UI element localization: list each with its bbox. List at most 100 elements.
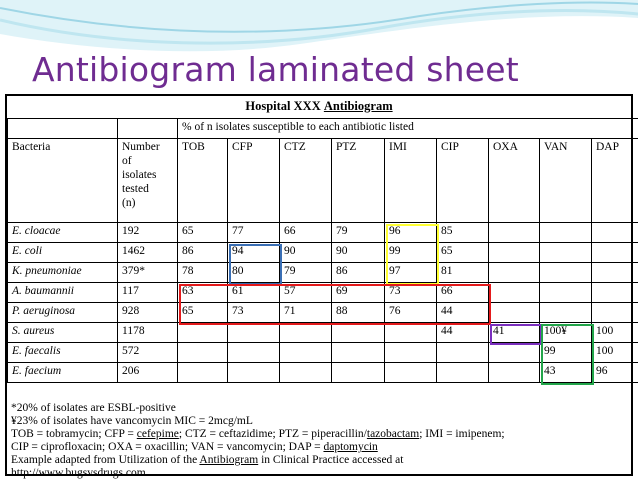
col-header-ptz: PTZ: [332, 139, 385, 223]
header-row-columns: Bacteria Number of isolates tested (n) T…: [8, 139, 638, 223]
susceptibility-cell: 81: [437, 263, 489, 283]
antibiogram-sheet: Hospital XXX Antibiogram % of n isolates…: [5, 94, 633, 476]
susceptibility-cell: 99: [540, 343, 592, 363]
col-header-bacteria: Bacteria: [8, 139, 118, 223]
susceptibility-cell: 79: [280, 263, 332, 283]
col-header-oxa: OXA: [489, 139, 540, 223]
susceptibility-cell: 80: [228, 263, 280, 283]
susceptibility-cell: [437, 343, 489, 363]
note-text: ; IMI = imipenem;: [419, 428, 504, 440]
susceptibility-cell: 66: [280, 223, 332, 243]
susceptibility-cell: [178, 363, 228, 383]
susceptibility-cell: [332, 343, 385, 363]
susceptibility-cell: [385, 343, 437, 363]
susceptibility-cell: [228, 363, 280, 383]
susceptibility-cell: 69: [332, 283, 385, 303]
susceptibility-cell: [437, 363, 489, 383]
susceptibility-cell: [280, 363, 332, 383]
susceptibility-cell: 99: [385, 243, 437, 263]
col-header-number-line: tested: [122, 182, 173, 196]
note-text: ; CTZ = ceftazidime; PTZ = piperacillin/: [179, 428, 367, 440]
bacteria-name-cell: E. coli: [8, 243, 118, 263]
susceptibility-cell: [228, 343, 280, 363]
footnotes: *20% of isolates are ESBL-positive ¥23% …: [11, 402, 505, 480]
note-text: in Clinical Practice accessed at: [258, 454, 403, 466]
susceptibility-cell: [280, 323, 332, 343]
header-blank-cell: [8, 119, 118, 139]
susceptibility-cell: 96: [385, 223, 437, 243]
susceptibility-cell: 94: [228, 243, 280, 263]
susceptibility-cell: [592, 283, 638, 303]
slide-title: Antibiogram laminated sheet: [32, 50, 519, 90]
bacteria-name-cell: S. aureus: [8, 323, 118, 343]
susceptibility-cell: [280, 343, 332, 363]
footnote-source: Example adapted from Utilization of the …: [11, 454, 505, 467]
susceptibility-cell: 41: [489, 323, 540, 343]
bacteria-name-cell: K. pneumoniae: [8, 263, 118, 283]
susceptibility-cell: [540, 303, 592, 323]
susceptibility-cell: [332, 323, 385, 343]
footnote-source-url[interactable]: http://www.bugsvsdrugs.com: [11, 467, 505, 480]
isolate-count-cell: 192: [118, 223, 178, 243]
isolate-count-cell: 206: [118, 363, 178, 383]
note-text: Example adapted from Utilization of the: [11, 454, 199, 466]
susceptibility-cell: 65: [178, 303, 228, 323]
col-header-number: Number of isolates tested (n): [118, 139, 178, 223]
footnote-esbl: *20% of isolates are ESBL-positive: [11, 402, 505, 415]
susceptibility-cell: [592, 223, 638, 243]
susceptibility-cell: 90: [280, 243, 332, 263]
sheet-title-prefix: Hospital XXX: [245, 99, 323, 113]
bacteria-name-cell: P. aeruginosa: [8, 303, 118, 323]
isolate-count-cell: 1178: [118, 323, 178, 343]
susceptibility-cell: [489, 303, 540, 323]
isolate-count-cell: 1462: [118, 243, 178, 263]
header-blank-cell: [118, 119, 178, 139]
susceptibility-cell: [332, 363, 385, 383]
col-header-imi: IMI: [385, 139, 437, 223]
susceptibility-cell: 100: [592, 343, 638, 363]
susceptibility-cell: [540, 263, 592, 283]
susceptibility-cell: 100: [592, 323, 638, 343]
sheet-title-underlined: Antibiogram: [324, 99, 393, 113]
isolate-count-cell: 928: [118, 303, 178, 323]
isolate-count-cell: 572: [118, 343, 178, 363]
susceptibility-cell: 88: [332, 303, 385, 323]
susceptibility-cell: [489, 263, 540, 283]
susceptibility-cell: [540, 283, 592, 303]
footnote-vanco-mic: ¥23% of isolates have vancomycin MIC = 2…: [11, 415, 505, 428]
bacteria-name-cell: E. cloacae: [8, 223, 118, 243]
susceptibility-cell: 76: [385, 303, 437, 323]
antibiogram-table: % of n isolates susceptible to each anti…: [7, 118, 638, 383]
susceptibility-cell: [228, 323, 280, 343]
bacteria-name-cell: A. baumannii: [8, 283, 118, 303]
susceptibility-cell: 100¥: [540, 323, 592, 343]
susceptibility-cell: 86: [178, 243, 228, 263]
note-text: CIP = ciprofloxacin; OXA = oxacillin; VA…: [11, 441, 323, 453]
susceptibility-cell: 97: [385, 263, 437, 283]
footnote-abbreviations-2: CIP = ciprofloxacin; OXA = oxacillin; VA…: [11, 441, 505, 454]
susceptibility-cell: 44: [437, 303, 489, 323]
susceptibility-cell: 57: [280, 283, 332, 303]
susceptibility-cell: [178, 343, 228, 363]
susceptibility-cell: 71: [280, 303, 332, 323]
col-header-cip: CIP: [437, 139, 489, 223]
footnote-abbreviations-1: TOB = tobramycin; CFP = cefepime; CTZ = …: [11, 428, 505, 441]
note-text-underlined: tazobactam: [367, 428, 419, 440]
col-header-dap: DAP: [592, 139, 638, 223]
susceptibility-cell: [592, 303, 638, 323]
isolate-count-cell: 117: [118, 283, 178, 303]
note-text-underlined: Antibiogram: [199, 454, 258, 466]
susceptibility-cell: [489, 283, 540, 303]
note-text-underlined: cefepime: [137, 428, 179, 440]
header-row-span: % of n isolates susceptible to each anti…: [8, 119, 638, 139]
susceptibility-cell: [489, 223, 540, 243]
susceptibility-cell: 44: [437, 323, 489, 343]
susceptibility-cell: 66: [437, 283, 489, 303]
col-header-tob: TOB: [178, 139, 228, 223]
susceptibility-cell: [385, 323, 437, 343]
col-header-number-line: (n): [122, 196, 173, 210]
